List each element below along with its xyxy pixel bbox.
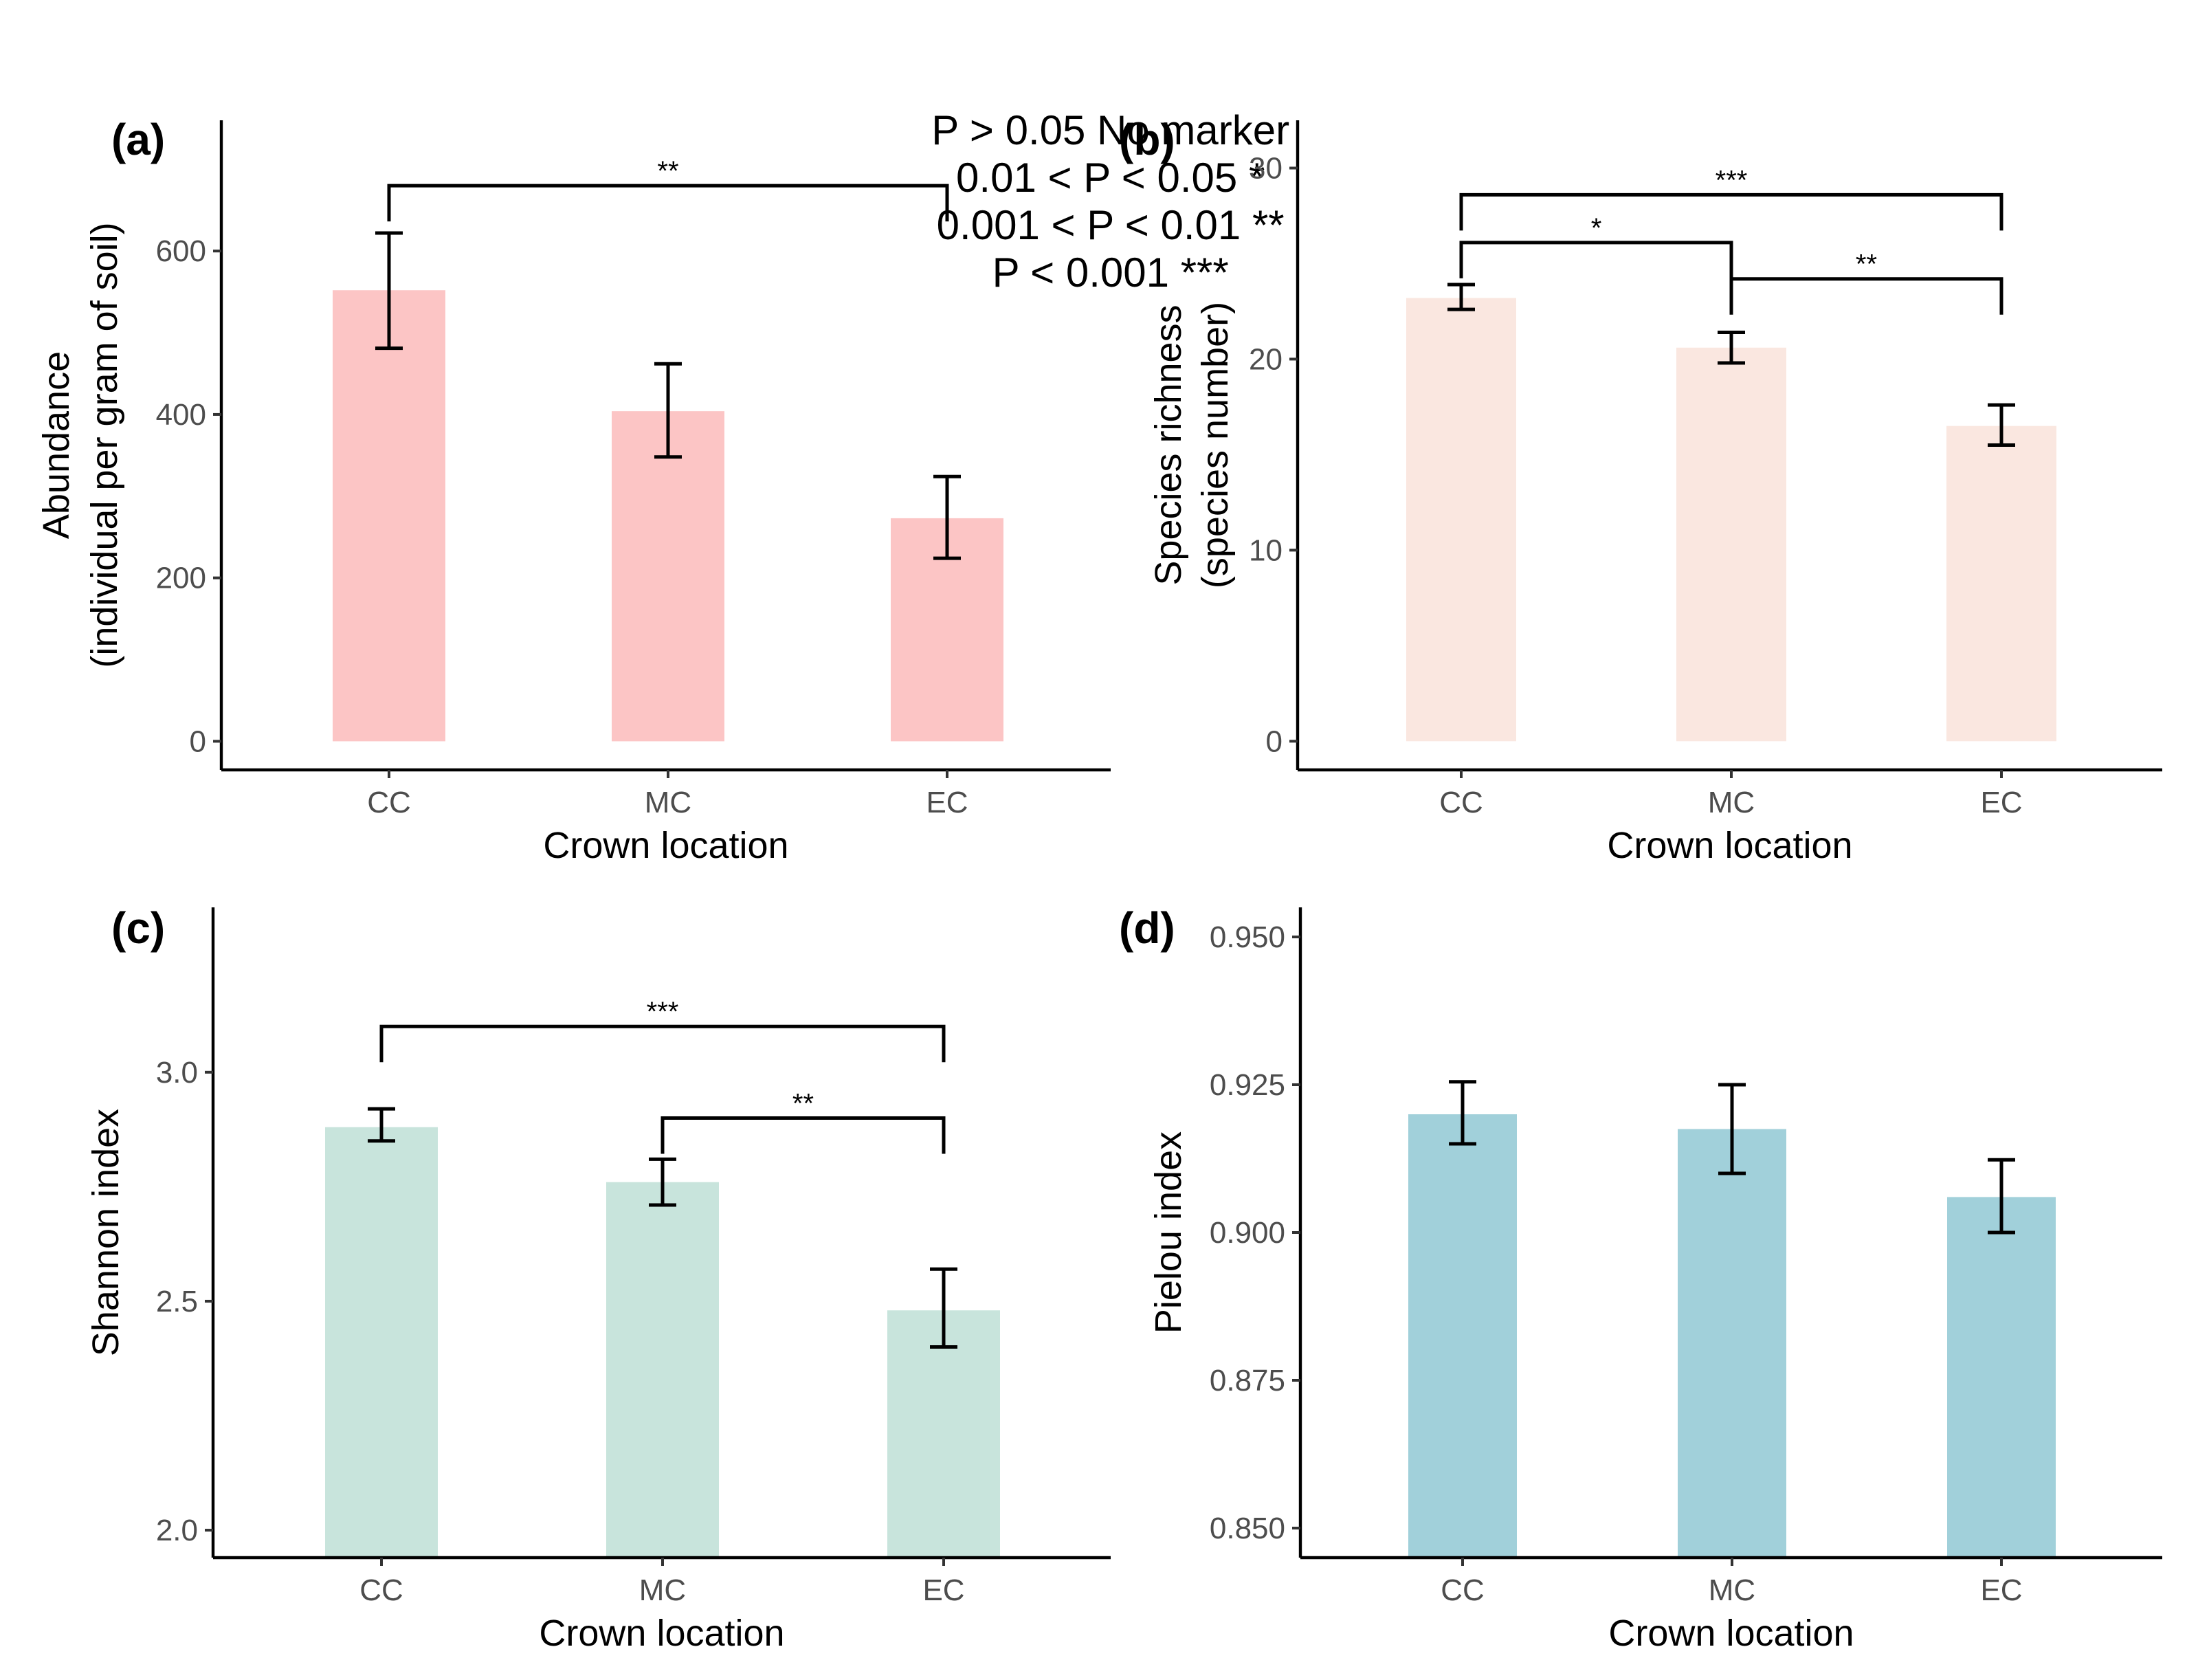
significance-label: *** bbox=[647, 997, 679, 1027]
significance-legend: P > 0.05 No marker 0.01 < P < 0.05 * 0.0… bbox=[0, 59, 2198, 296]
y-axis-title: Species richness bbox=[1148, 305, 1189, 585]
panel-tag: (c) bbox=[111, 903, 165, 953]
panel-d-pielou-index: (d) 0.850 0.875 0.900 0.925 0.950 CC MC EC Crown … bbox=[1119, 903, 2162, 1654]
x-tick-label-cc: CC bbox=[1441, 1573, 1485, 1607]
significance-label: *** bbox=[1716, 165, 1748, 195]
x-tick-label-ec: EC bbox=[926, 786, 968, 819]
legend-item-ns: P > 0.05 No marker bbox=[931, 107, 1290, 153]
x-tick-label-cc: CC bbox=[367, 786, 411, 819]
y-axis-title-unit: (individual per gram of soil) bbox=[84, 222, 125, 667]
y-tick-label: 2.0 bbox=[156, 1514, 198, 1547]
x-axis-title: Crown location bbox=[1607, 825, 1852, 866]
significance-bracket-cc-ec bbox=[379, 1024, 946, 1063]
bar-mc bbox=[1676, 347, 1786, 742]
x-tick-label-cc: CC bbox=[1439, 786, 1483, 819]
legend-item-one-star: 0.01 < P < 0.05 * bbox=[956, 155, 1265, 201]
y-tick-label: 0.950 bbox=[1210, 920, 1285, 954]
x-tick-label-mc: MC bbox=[645, 786, 691, 819]
bar-ec bbox=[1947, 1197, 2056, 1558]
significance-label: ** bbox=[1856, 250, 1877, 280]
y-tick-label: 400 bbox=[156, 398, 206, 432]
bar-mc bbox=[1678, 1129, 1786, 1558]
x-tick-label-ec: EC bbox=[1980, 786, 2022, 819]
y-tick-label: 0.900 bbox=[1210, 1216, 1285, 1250]
bar-mc bbox=[612, 411, 724, 742]
y-axis-title: Pielou index bbox=[1148, 1131, 1189, 1334]
y-tick-label: 20 bbox=[1249, 342, 1283, 376]
x-tick-label-mc: MC bbox=[1709, 1573, 1755, 1607]
x-axis-title: Crown location bbox=[1608, 1613, 1854, 1654]
y-axis-title: Abundance bbox=[36, 351, 77, 539]
y-axis-title: Shannon index bbox=[85, 1109, 126, 1356]
significance-bracket-cc-mc bbox=[1459, 241, 1733, 278]
y-tick-label: 10 bbox=[1249, 533, 1283, 567]
x-tick-label-mc: MC bbox=[639, 1573, 686, 1607]
x-tick-label-ec: EC bbox=[1980, 1573, 2022, 1607]
significance-label: ** bbox=[792, 1088, 814, 1118]
significance-bracket-mc-ec bbox=[660, 1116, 946, 1154]
bar-ec bbox=[1946, 425, 2056, 742]
significance-label: * bbox=[1591, 213, 1602, 243]
bar-ec bbox=[887, 1310, 1000, 1558]
legend-item-three-star: P < 0.001 *** bbox=[992, 250, 1229, 296]
bar-cc bbox=[333, 290, 445, 742]
x-axis-title: Crown location bbox=[543, 825, 788, 866]
bar-cc bbox=[1406, 298, 1516, 742]
y-tick-label: 0.875 bbox=[1210, 1364, 1285, 1397]
y-tick-label: 0 bbox=[190, 725, 206, 758]
panel-tag: (a) bbox=[111, 115, 165, 164]
y-tick-label: 600 bbox=[156, 234, 206, 268]
x-tick-label-ec: EC bbox=[922, 1573, 964, 1607]
significance-label: ** bbox=[657, 156, 678, 186]
x-tick-label-cc: CC bbox=[359, 1573, 403, 1607]
significance-bracket-cc-ec bbox=[1459, 192, 2003, 231]
y-tick-label: 0 bbox=[1266, 725, 1283, 758]
y-tick-label: 200 bbox=[156, 562, 206, 595]
legend-item-two-star: 0.001 < P < 0.01 ** bbox=[936, 202, 1285, 248]
x-tick-label-mc: MC bbox=[1708, 786, 1755, 819]
bar-mc bbox=[606, 1182, 719, 1558]
panel-a-abundance: (a) 0 200 400 600 CC MC EC Crown location Abundan… bbox=[36, 115, 1111, 866]
y-tick-label: 0.850 bbox=[1210, 1512, 1285, 1545]
y-tick-label: 2.5 bbox=[156, 1285, 198, 1318]
x-axis-title: Crown location bbox=[539, 1613, 784, 1654]
significance-bracket-mc-ec bbox=[1729, 277, 2003, 315]
panel-b-species-richness: (b) 0 10 20 30 CC MC EC Crown location Species ri… bbox=[1119, 115, 2162, 866]
panel-c-shannon-index: (c) 2.0 2.5 3.0 CC MC EC Crown location Shannon … bbox=[85, 903, 1111, 1654]
panel-tag: (b) bbox=[1119, 115, 1175, 164]
panel-tag: (d) bbox=[1119, 903, 1175, 953]
y-axis-title-unit: (species number) bbox=[1195, 302, 1236, 588]
bar-cc bbox=[325, 1127, 438, 1558]
bar-cc bbox=[1408, 1114, 1517, 1558]
y-tick-label: 0.925 bbox=[1210, 1068, 1285, 1102]
y-tick-label: 3.0 bbox=[156, 1056, 198, 1090]
significance-bracket-cc-ec bbox=[387, 184, 949, 222]
y-tick-label: 30 bbox=[1249, 151, 1283, 185]
